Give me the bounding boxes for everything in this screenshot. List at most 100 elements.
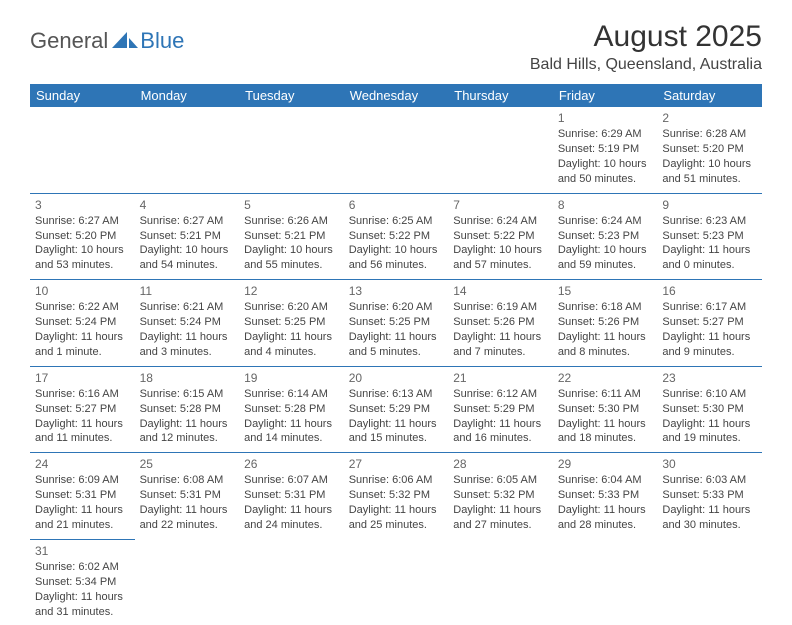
- day-number: 26: [244, 456, 339, 472]
- daylight-text: Daylight: 11 hours and 15 minutes.: [349, 417, 444, 447]
- day-number: 23: [662, 370, 757, 386]
- daylight-text: Daylight: 10 hours and 59 minutes.: [558, 243, 653, 273]
- sunrise-text: Sunrise: 6:29 AM: [558, 127, 653, 142]
- calendar-week: 3Sunrise: 6:27 AMSunset: 5:20 PMDaylight…: [30, 193, 762, 280]
- day-number: 15: [558, 283, 653, 299]
- logo-text-general: General: [30, 28, 108, 54]
- calendar-cell: 21Sunrise: 6:12 AMSunset: 5:29 PMDayligh…: [448, 366, 553, 453]
- sunrise-text: Sunrise: 6:02 AM: [35, 560, 130, 575]
- daylight-text: Daylight: 11 hours and 22 minutes.: [140, 503, 235, 533]
- day-number: 27: [349, 456, 444, 472]
- calendar-cell: [657, 539, 762, 625]
- sunrise-text: Sunrise: 6:25 AM: [349, 214, 444, 229]
- weekday-header: Wednesday: [344, 84, 449, 107]
- sunset-text: Sunset: 5:19 PM: [558, 142, 653, 157]
- month-title: August 2025: [530, 20, 762, 54]
- calendar-cell: 10Sunrise: 6:22 AMSunset: 5:24 PMDayligh…: [30, 280, 135, 367]
- sunset-text: Sunset: 5:22 PM: [453, 229, 548, 244]
- daylight-text: Daylight: 10 hours and 50 minutes.: [558, 157, 653, 187]
- calendar-cell: [239, 107, 344, 193]
- sunrise-text: Sunrise: 6:15 AM: [140, 387, 235, 402]
- calendar-cell: 1Sunrise: 6:29 AMSunset: 5:19 PMDaylight…: [553, 107, 658, 193]
- sunset-text: Sunset: 5:31 PM: [244, 488, 339, 503]
- calendar-cell: [344, 539, 449, 625]
- sunset-text: Sunset: 5:20 PM: [662, 142, 757, 157]
- sunrise-text: Sunrise: 6:27 AM: [140, 214, 235, 229]
- weekday-row: SundayMondayTuesdayWednesdayThursdayFrid…: [30, 84, 762, 107]
- sunrise-text: Sunrise: 6:28 AM: [662, 127, 757, 142]
- sunset-text: Sunset: 5:33 PM: [558, 488, 653, 503]
- calendar-cell: 26Sunrise: 6:07 AMSunset: 5:31 PMDayligh…: [239, 453, 344, 540]
- sunset-text: Sunset: 5:27 PM: [662, 315, 757, 330]
- sunset-text: Sunset: 5:32 PM: [453, 488, 548, 503]
- day-number: 6: [349, 197, 444, 213]
- calendar-cell: [448, 107, 553, 193]
- sunrise-text: Sunrise: 6:27 AM: [35, 214, 130, 229]
- day-number: 11: [140, 283, 235, 299]
- day-number: 28: [453, 456, 548, 472]
- daylight-text: Daylight: 11 hours and 7 minutes.: [453, 330, 548, 360]
- sunrise-text: Sunrise: 6:05 AM: [453, 473, 548, 488]
- calendar-cell: 22Sunrise: 6:11 AMSunset: 5:30 PMDayligh…: [553, 366, 658, 453]
- sunrise-text: Sunrise: 6:12 AM: [453, 387, 548, 402]
- sunset-text: Sunset: 5:23 PM: [662, 229, 757, 244]
- calendar-cell: 24Sunrise: 6:09 AMSunset: 5:31 PMDayligh…: [30, 453, 135, 540]
- sunset-text: Sunset: 5:32 PM: [349, 488, 444, 503]
- sunrise-text: Sunrise: 6:18 AM: [558, 300, 653, 315]
- daylight-text: Daylight: 11 hours and 0 minutes.: [662, 243, 757, 273]
- day-number: 7: [453, 197, 548, 213]
- calendar-week: 1Sunrise: 6:29 AMSunset: 5:19 PMDaylight…: [30, 107, 762, 193]
- day-number: 21: [453, 370, 548, 386]
- calendar-cell: 29Sunrise: 6:04 AMSunset: 5:33 PMDayligh…: [553, 453, 658, 540]
- sunset-text: Sunset: 5:31 PM: [140, 488, 235, 503]
- day-number: 14: [453, 283, 548, 299]
- sunrise-text: Sunrise: 6:22 AM: [35, 300, 130, 315]
- daylight-text: Daylight: 11 hours and 14 minutes.: [244, 417, 339, 447]
- sunset-text: Sunset: 5:29 PM: [453, 402, 548, 417]
- weekday-header: Monday: [135, 84, 240, 107]
- sunrise-text: Sunrise: 6:04 AM: [558, 473, 653, 488]
- location-text: Bald Hills, Queensland, Australia: [530, 56, 762, 74]
- sunset-text: Sunset: 5:26 PM: [558, 315, 653, 330]
- daylight-text: Daylight: 11 hours and 16 minutes.: [453, 417, 548, 447]
- day-number: 17: [35, 370, 130, 386]
- day-number: 1: [558, 110, 653, 126]
- day-number: 5: [244, 197, 339, 213]
- logo-text-blue: Blue: [140, 28, 184, 54]
- daylight-text: Daylight: 10 hours and 56 minutes.: [349, 243, 444, 273]
- calendar-cell: 20Sunrise: 6:13 AMSunset: 5:29 PMDayligh…: [344, 366, 449, 453]
- calendar-cell: 28Sunrise: 6:05 AMSunset: 5:32 PMDayligh…: [448, 453, 553, 540]
- sunset-text: Sunset: 5:23 PM: [558, 229, 653, 244]
- calendar-cell: 14Sunrise: 6:19 AMSunset: 5:26 PMDayligh…: [448, 280, 553, 367]
- daylight-text: Daylight: 11 hours and 11 minutes.: [35, 417, 130, 447]
- title-block: August 2025 Bald Hills, Queensland, Aust…: [530, 20, 762, 74]
- calendar-cell: 11Sunrise: 6:21 AMSunset: 5:24 PMDayligh…: [135, 280, 240, 367]
- weekday-header: Sunday: [30, 84, 135, 107]
- daylight-text: Daylight: 11 hours and 19 minutes.: [662, 417, 757, 447]
- calendar-week: 17Sunrise: 6:16 AMSunset: 5:27 PMDayligh…: [30, 366, 762, 453]
- day-number: 10: [35, 283, 130, 299]
- sunset-text: Sunset: 5:20 PM: [35, 229, 130, 244]
- daylight-text: Daylight: 10 hours and 54 minutes.: [140, 243, 235, 273]
- calendar-head: SundayMondayTuesdayWednesdayThursdayFrid…: [30, 84, 762, 107]
- day-number: 31: [35, 543, 130, 559]
- day-number: 3: [35, 197, 130, 213]
- sunset-text: Sunset: 5:34 PM: [35, 575, 130, 590]
- sunset-text: Sunset: 5:27 PM: [35, 402, 130, 417]
- calendar-cell: [135, 539, 240, 625]
- calendar-cell: [553, 539, 658, 625]
- day-number: 2: [662, 110, 757, 126]
- calendar-cell: 9Sunrise: 6:23 AMSunset: 5:23 PMDaylight…: [657, 193, 762, 280]
- sunrise-text: Sunrise: 6:09 AM: [35, 473, 130, 488]
- daylight-text: Daylight: 11 hours and 28 minutes.: [558, 503, 653, 533]
- day-number: 29: [558, 456, 653, 472]
- day-number: 8: [558, 197, 653, 213]
- sunset-text: Sunset: 5:24 PM: [35, 315, 130, 330]
- calendar-cell: 12Sunrise: 6:20 AMSunset: 5:25 PMDayligh…: [239, 280, 344, 367]
- sunset-text: Sunset: 5:28 PM: [244, 402, 339, 417]
- daylight-text: Daylight: 11 hours and 31 minutes.: [35, 590, 130, 620]
- calendar-cell: [448, 539, 553, 625]
- calendar-cell: 30Sunrise: 6:03 AMSunset: 5:33 PMDayligh…: [657, 453, 762, 540]
- calendar-table: SundayMondayTuesdayWednesdayThursdayFrid…: [30, 84, 762, 625]
- sunset-text: Sunset: 5:30 PM: [662, 402, 757, 417]
